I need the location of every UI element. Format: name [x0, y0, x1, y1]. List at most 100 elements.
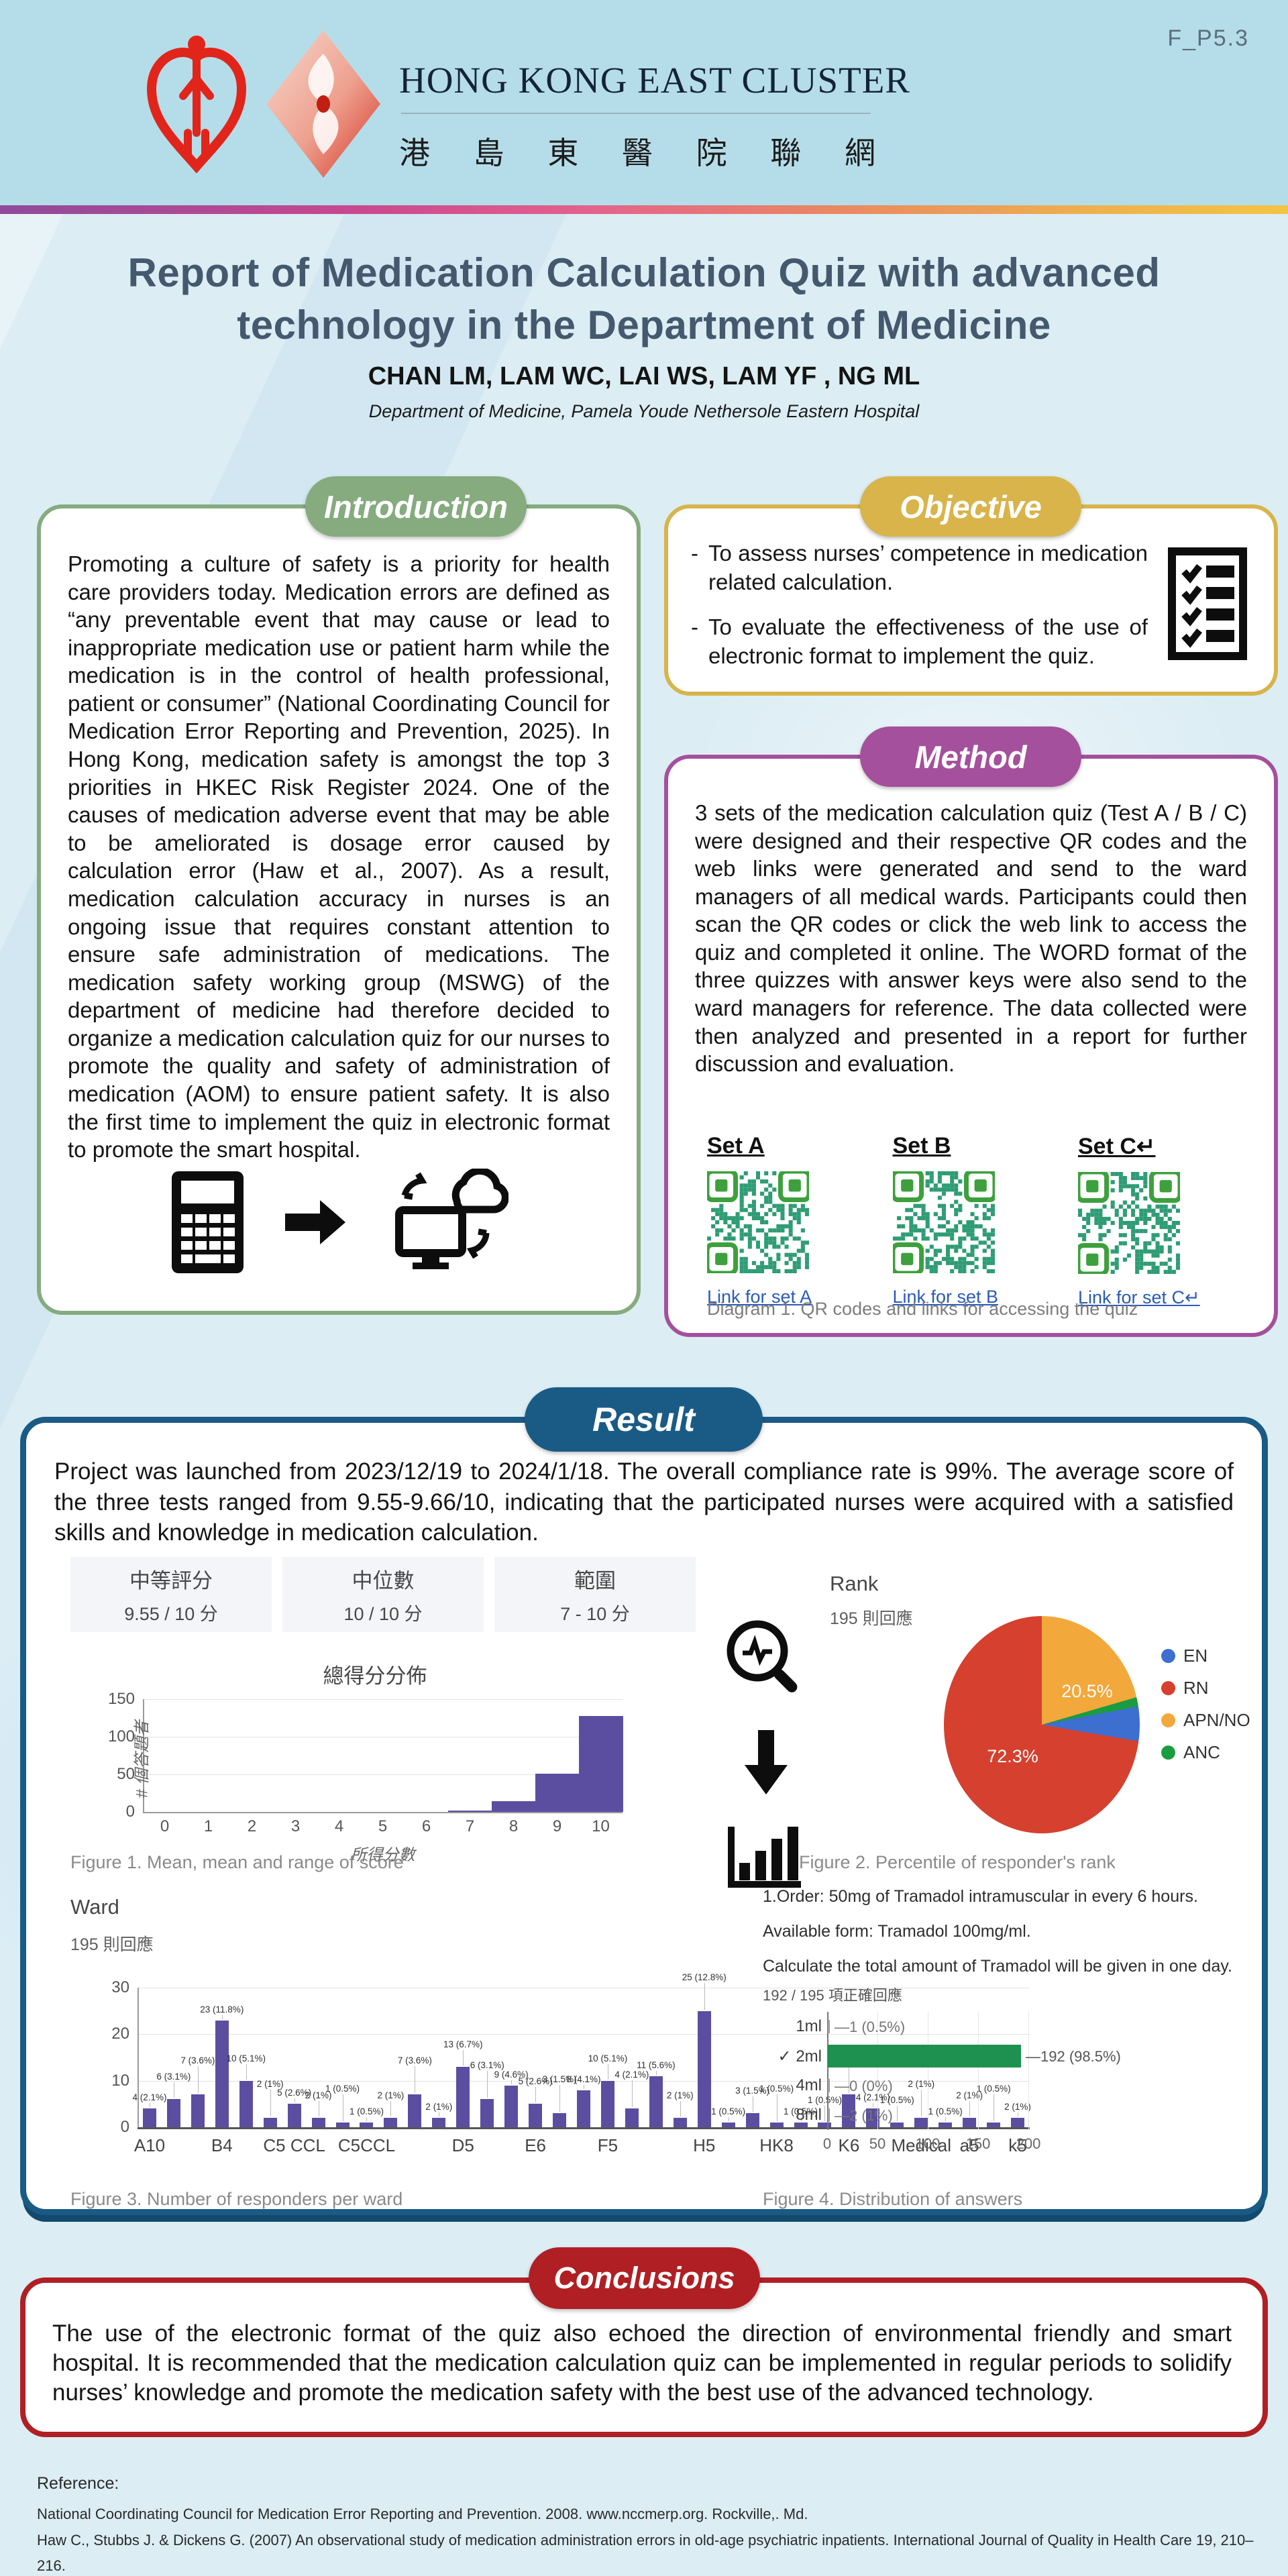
ward-bar: [553, 2113, 567, 2127]
legend-swatch: [1161, 1681, 1175, 1695]
ward-x-tick: B4: [211, 2135, 233, 2155]
x-tick: 0: [160, 1817, 170, 1835]
ward-bar-label: 11 (5.6%): [637, 2059, 676, 2070]
method-heading: Method: [860, 727, 1081, 787]
qr-set-label: Set B: [892, 1133, 951, 1159]
answer-value-label: —1 (0.5%): [835, 2019, 906, 2035]
qr-link[interactable]: Link for set A: [707, 1287, 812, 1307]
x-tick: 10: [592, 1817, 610, 1835]
rank-legend: EN RN APN/NO ANC: [1161, 1646, 1250, 1763]
bar-chart-icon: [728, 1827, 801, 1888]
answer-label: 8ml: [796, 2106, 822, 2124]
histogram-bar: [447, 1810, 492, 1812]
x-axis: [143, 1812, 623, 1813]
ward-bar: [384, 2118, 398, 2127]
ward-bar: [504, 2085, 519, 2127]
legend-label: ANC: [1183, 1742, 1220, 1762]
ward-bar-label: 1 (0.5%): [759, 2084, 794, 2094]
ward-x-tick: C5 CCL: [263, 2135, 325, 2155]
y-tick: 0: [125, 1803, 135, 1821]
label-leader: [704, 1982, 705, 2010]
org-zh-char: 港: [399, 136, 430, 170]
ward-bar: [697, 2010, 711, 2127]
ward-bar-label: 4 (2.1%): [614, 2070, 649, 2080]
question-line: Available form: Tramadol 100mg/ml.: [763, 1922, 1031, 1941]
stat-label: 範圍: [574, 1569, 616, 1593]
gridline: [138, 2080, 1030, 2082]
ward-bar-label: 4 (2.1%): [855, 2092, 890, 2103]
reference-heading: Reference:: [37, 2474, 119, 2493]
label-leader: [921, 2090, 922, 2117]
authors: CHAN LM, LAM WC, LAI WS, LAM YF , NG ML: [368, 362, 920, 390]
question-line: 1.Order: 50mg of Tramadol intramuscular …: [763, 1887, 1198, 1906]
org-divider: [401, 113, 871, 114]
question-line: Calculate the total amount of Tramadol w…: [763, 1957, 1232, 1976]
label-leader: [969, 2101, 971, 2117]
answer-bar: [828, 2108, 830, 2122]
ward-bar: [360, 2123, 374, 2127]
fig1-chart-title: 總得分分佈: [323, 1664, 427, 1688]
pie-slice-label: 72.3%: [987, 1746, 1038, 1767]
cloud-computer-icon: [395, 1169, 508, 1269]
ward-bar: [166, 2099, 180, 2127]
legend-swatch: [1161, 1649, 1175, 1663]
ward-bar-label: 2 (1%): [256, 2079, 284, 2090]
introduction-heading: Introduction: [305, 476, 527, 537]
stat-value: 9.55 / 10 分: [124, 1604, 218, 1624]
label-leader: [824, 2106, 826, 2122]
ward-bar-label: 1 (0.5%): [807, 2095, 842, 2106]
ward-bar: [577, 2090, 590, 2127]
ward-bar-label: 25 (12.8%): [682, 1972, 727, 1982]
reference-list: National Coordinating Council for Medica…: [37, 2502, 1258, 2576]
y-axis: [827, 2012, 828, 2130]
ward-bar-label: 2 (1%): [666, 2090, 694, 2101]
x-tick: 7: [465, 1817, 475, 1835]
quiz-question-text: 1.Order: 50mg of Tramadol intramuscular …: [763, 1887, 1246, 1992]
qr-link[interactable]: Link for set B: [892, 1287, 999, 1307]
legend-item: APN/NO: [1161, 1710, 1250, 1731]
gridline: [143, 1774, 623, 1775]
label-leader: [390, 2101, 392, 2117]
score-distribution-chart: 0 50 100 150 0 1 2 3 4 5 6 7 8 9 10 所得分數 # 個答題者: [91, 1690, 641, 1872]
ward-bar: [745, 2113, 759, 2127]
gridline: [877, 2012, 878, 2130]
ward-x-tick: K6: [838, 2135, 860, 2155]
result-panel: Project was launched from 2023/12/19 to …: [20, 1417, 1268, 2215]
stat-card: 中等評分 9.55 / 10 分: [70, 1557, 272, 1632]
ward-bar: [625, 2108, 639, 2127]
qr-set: Set A Link for set A: [707, 1133, 875, 1308]
ward-bar: [529, 2104, 543, 2127]
ward-bar: [263, 2118, 277, 2127]
ward-x-tick: a5: [959, 2135, 979, 2155]
fig2-chart-title: Rank: [830, 1572, 879, 1595]
ward-bar-label: 8 (4.1%): [566, 2074, 601, 2084]
bullet-text: To assess nurses’ competence in medicati…: [708, 541, 1148, 594]
ward-bar-label: 2 (1%): [425, 2102, 453, 2112]
ward-bar: [311, 2118, 325, 2127]
reference-block: Reference: National Coordinating Council…: [37, 2474, 1258, 2576]
ward-bar-label: 23 (11.8%): [200, 2004, 244, 2015]
ward-bar: [1011, 2118, 1025, 2127]
ward-bar-label: 1 (0.5%): [711, 2106, 746, 2117]
ward-bar: [842, 2094, 856, 2127]
ward-bar-chart: 0 10 20 30 4 (2.1%) 6 (3.1%) 7 (3.6%) 23 (11.8%…: [91, 1968, 1043, 2169]
ward-bar: [938, 2123, 953, 2127]
ward-x-tick: H5: [693, 2135, 716, 2155]
answer-bar: [828, 2079, 830, 2092]
y-tick: 30: [111, 1978, 129, 1996]
answer-value-label: —2 (1%): [835, 2107, 893, 2124]
objective-bullet: - To assess nurses’ competence in medicat…: [691, 539, 1148, 597]
qr-link[interactable]: Link for set C↵: [1078, 1287, 1200, 1307]
legend-swatch: [1161, 1746, 1175, 1760]
ward-x-tick: F5: [597, 2135, 619, 2155]
x-tick: 100: [915, 2135, 941, 2152]
x-tick: 150: [965, 2135, 991, 2152]
label-leader: [535, 2087, 537, 2103]
ward-bar-label: 2 (1%): [305, 2090, 332, 2101]
bullet-text: To evaluate the effectiveness of the use…: [708, 614, 1148, 668]
org-zh-char: 網: [844, 136, 875, 170]
label-leader: [800, 2117, 802, 2122]
gradient-divider: [0, 205, 1288, 214]
ward-bar-label: 13 (6.7%): [443, 2039, 483, 2049]
